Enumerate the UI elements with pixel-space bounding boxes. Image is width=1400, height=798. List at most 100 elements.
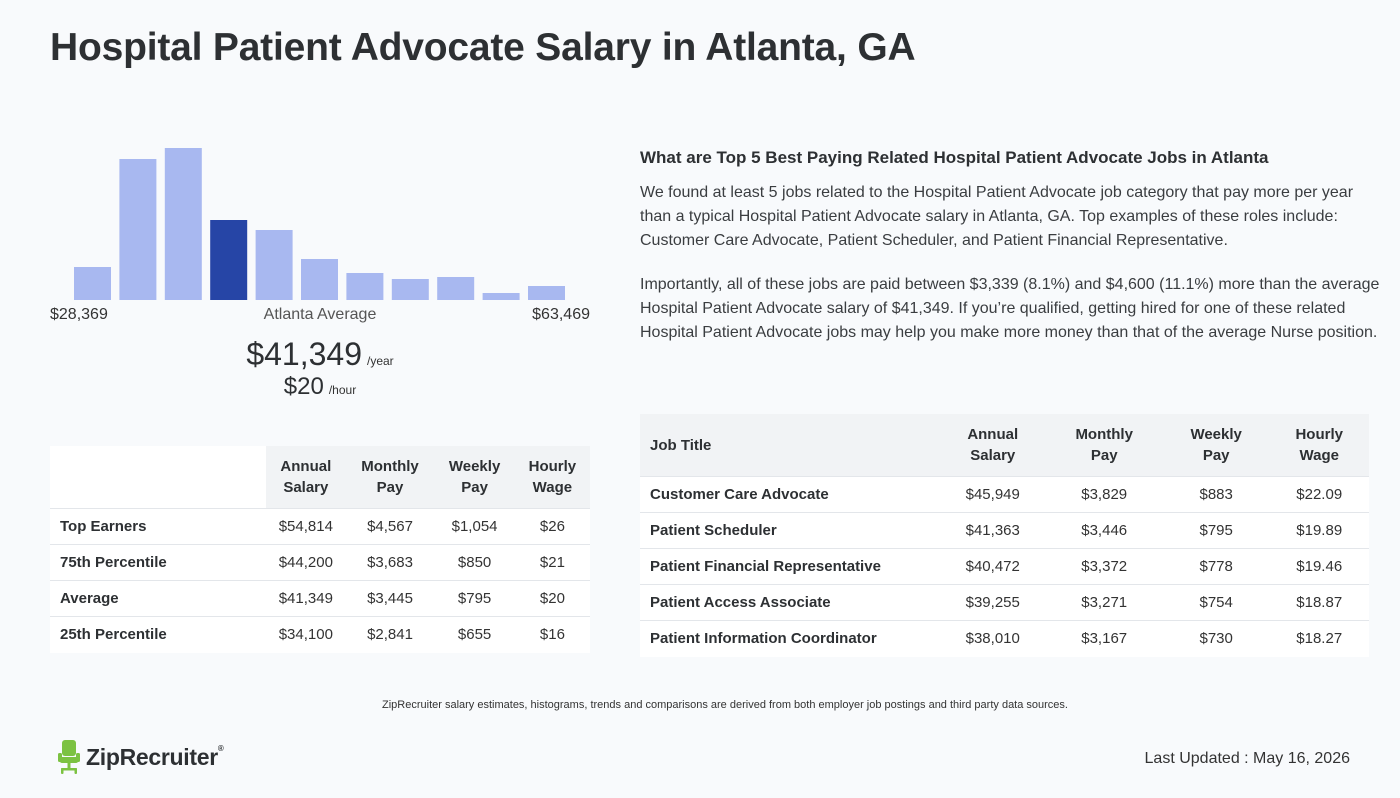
header-line: Salary bbox=[970, 447, 1016, 464]
monthly-pay-cell: $3,445 bbox=[345, 580, 435, 617]
weekly-pay-cell: $883 bbox=[1162, 476, 1270, 513]
weekly-pay-cell: $850 bbox=[434, 544, 515, 581]
header-line: Pay bbox=[461, 479, 488, 496]
average-annual-unit: /year bbox=[366, 354, 394, 368]
monthly-pay-cell: $3,271 bbox=[1045, 584, 1163, 621]
histogram-bar bbox=[391, 279, 429, 300]
monthly-pay-cell: $3,446 bbox=[1045, 512, 1163, 549]
weekly-pay-cell: $1,054 bbox=[434, 508, 515, 545]
percentile-header-blank bbox=[50, 446, 266, 509]
table-row: 25th Percentile $34,100 $2,841 $655 $16 bbox=[50, 616, 590, 653]
histogram-bar bbox=[346, 273, 384, 300]
jobs-header-annual: Annual Salary bbox=[940, 414, 1046, 477]
hourly-wage-cell: $21 bbox=[514, 544, 590, 581]
jobs-header-hourly: Hourly Wage bbox=[1269, 414, 1369, 477]
job-title-cell: Customer Care Advocate bbox=[640, 476, 940, 513]
logo-text: ZipRecruiter® bbox=[86, 743, 224, 771]
annual-salary-cell: $54,814 bbox=[266, 508, 346, 545]
percentile-header-annual: Annual Salary bbox=[266, 446, 346, 509]
table-row: Customer Care Advocate $45,949 $3,829 $8… bbox=[640, 476, 1369, 513]
histogram-svg bbox=[74, 148, 565, 300]
page-title: Hospital Patient Advocate Salary in Atla… bbox=[50, 26, 916, 69]
table-row: Patient Financial Representative $40,472… bbox=[640, 548, 1369, 585]
hourly-wage-cell: $26 bbox=[514, 508, 590, 545]
percentile-header-weekly: Weekly Pay bbox=[434, 446, 515, 509]
jobs-header-weekly: Weekly Pay bbox=[1162, 414, 1270, 477]
histogram-max-label: $63,469 bbox=[532, 306, 590, 323]
hourly-wage-cell: $16 bbox=[514, 616, 590, 653]
jobs-header-monthly: Monthly Pay bbox=[1045, 414, 1163, 477]
percentile-header-monthly: Monthly Pay bbox=[345, 446, 435, 509]
monthly-pay-cell: $3,683 bbox=[345, 544, 435, 581]
row-label: Average bbox=[50, 580, 266, 617]
data-source-footnote: ZipRecruiter salary estimates, histogram… bbox=[382, 699, 1068, 711]
related-jobs-heading: What are Top 5 Best Paying Related Hospi… bbox=[640, 148, 1269, 167]
table-row: 75th Percentile $44,200 $3,683 $850 $21 bbox=[50, 544, 590, 581]
histogram-average-label: Atlanta Average bbox=[263, 306, 377, 323]
monthly-pay-cell: $4,567 bbox=[345, 508, 435, 545]
table-row: Patient Information Coordinator $38,010 … bbox=[640, 620, 1369, 657]
related-jobs-section: What are Top 5 Best Paying Related Hospi… bbox=[640, 148, 1380, 365]
annual-salary-cell: $39,255 bbox=[940, 584, 1046, 621]
ziprecruiter-logo[interactable]: ZipRecruiter® bbox=[58, 740, 224, 774]
related-jobs-table: Job Title Annual Salary Monthly Pay Weekly… bbox=[640, 414, 1369, 657]
weekly-pay-cell: $778 bbox=[1162, 548, 1270, 585]
job-title-cell: Patient Access Associate bbox=[640, 584, 940, 621]
average-salary-block: $41,349/year $20/hour bbox=[50, 336, 590, 401]
table-row: Top Earners $54,814 $4,567 $1,054 $26 bbox=[50, 508, 590, 545]
row-label: 25th Percentile bbox=[50, 616, 266, 653]
histogram-min-label: $28,369 bbox=[50, 306, 108, 323]
annual-salary-cell: $41,349 bbox=[266, 580, 346, 617]
header-line: Wage bbox=[1299, 447, 1339, 464]
histogram-bar bbox=[164, 148, 202, 300]
job-title-cell: Patient Scheduler bbox=[640, 512, 940, 549]
header-line: Pay bbox=[1202, 447, 1230, 464]
header-line: Annual bbox=[280, 458, 332, 475]
table-row: Patient Scheduler $41,363 $3,446 $795 $1… bbox=[640, 512, 1369, 549]
header-line: Wage bbox=[532, 479, 573, 496]
last-updated: Last Updated : May 16, 2026 bbox=[1144, 750, 1350, 767]
logo-registered-mark: ® bbox=[217, 743, 224, 753]
logo-wordmark: ZipRecruiter bbox=[86, 743, 218, 770]
header-line: Monthly bbox=[1075, 426, 1133, 443]
row-label: Top Earners bbox=[50, 508, 266, 545]
monthly-pay-cell: $3,372 bbox=[1045, 548, 1163, 585]
average-hourly: $20/hour bbox=[50, 373, 590, 401]
header-line: Hourly bbox=[1295, 426, 1343, 443]
hourly-wage-cell: $18.87 bbox=[1269, 584, 1369, 621]
monthly-pay-cell: $3,167 bbox=[1045, 620, 1163, 657]
related-jobs-paragraph-2: Importantly, all of these jobs are paid … bbox=[640, 276, 1380, 341]
header-line: Pay bbox=[376, 479, 404, 496]
hourly-wage-cell: $19.46 bbox=[1269, 548, 1369, 585]
percentile-header-hourly: Hourly Wage bbox=[514, 446, 590, 509]
histogram-bar bbox=[119, 159, 157, 300]
weekly-pay-cell: $655 bbox=[434, 616, 515, 653]
percentile-table: Annual Salary Monthly Pay Weekly Pay Hourly… bbox=[50, 446, 590, 653]
weekly-pay-cell: $795 bbox=[1162, 512, 1270, 549]
jobs-table-header: Job Title Annual Salary Monthly Pay Weekly… bbox=[640, 414, 1369, 477]
histogram-bar-average bbox=[210, 220, 248, 300]
related-jobs-paragraph-1: We found at least 5 jobs related to the … bbox=[640, 184, 1354, 249]
job-title-cell: Patient Information Coordinator bbox=[640, 620, 940, 657]
hourly-wage-cell: $22.09 bbox=[1269, 476, 1369, 513]
header-line: Hourly bbox=[528, 458, 577, 475]
annual-salary-cell: $40,472 bbox=[940, 548, 1046, 585]
histogram-labels: $28,369 Atlanta Average $63,469 bbox=[50, 306, 590, 330]
average-annual-value: $41,349 bbox=[246, 336, 362, 372]
header-line: Annual bbox=[967, 426, 1019, 443]
monthly-pay-cell: $3,829 bbox=[1045, 476, 1163, 513]
average-hourly-unit: /hour bbox=[328, 383, 357, 397]
table-row: Patient Access Associate $39,255 $3,271 … bbox=[640, 584, 1369, 621]
jobs-header-title: Job Title bbox=[640, 414, 940, 477]
hourly-wage-cell: $18.27 bbox=[1269, 620, 1369, 657]
average-annual: $41,349/year bbox=[50, 336, 590, 373]
annual-salary-cell: $38,010 bbox=[940, 620, 1046, 657]
annual-salary-cell: $44,200 bbox=[266, 544, 346, 581]
header-line: Salary bbox=[283, 479, 329, 496]
table-row: Average $41,349 $3,445 $795 $20 bbox=[50, 580, 590, 617]
annual-salary-cell: $41,363 bbox=[940, 512, 1046, 549]
header-line: Pay bbox=[1090, 447, 1118, 464]
hourly-wage-cell: $20 bbox=[514, 580, 590, 617]
average-hourly-value: $20 bbox=[283, 373, 324, 400]
weekly-pay-cell: $795 bbox=[434, 580, 515, 617]
